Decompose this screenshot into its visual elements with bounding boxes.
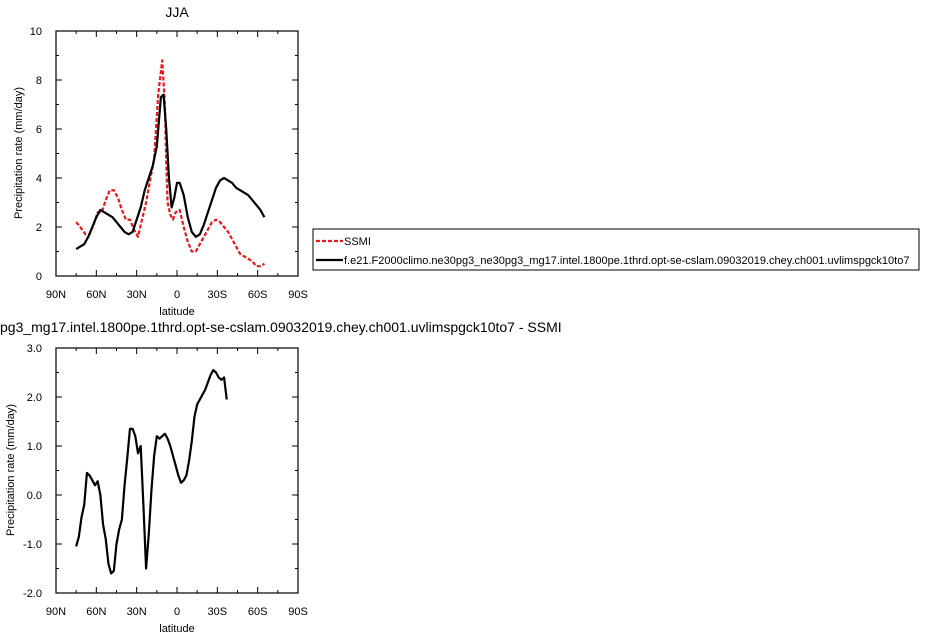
bottom-x-tick-label: 90S: [288, 606, 308, 618]
top-x-axis-label: latitude: [159, 306, 194, 318]
bottom-series-line-difference: [75, 368, 228, 575]
top-series-line-ssmi: [75, 59, 265, 268]
top-x-tick-label: 0: [174, 289, 180, 301]
top-y-tick-label: 10: [30, 26, 42, 38]
legend: SSMI f.e21.F2000climo.ne30pg3_ne30pg3_mg…: [312, 228, 920, 271]
bottom-x-axis-label: latitude: [159, 623, 194, 635]
bottom-y-tick-label: 2.0: [27, 392, 42, 404]
top-chart-title: JJA: [165, 4, 189, 20]
top-series-line-model: [75, 93, 266, 250]
bottom-y-axis-label: Precipitation rate (mm/day): [5, 404, 17, 536]
bottom-y-tick-label: 3.0: [27, 343, 42, 355]
bottom-y-tick-label: -1.0: [23, 539, 42, 551]
top-plot-frame: [55, 30, 299, 277]
bottom-x-tick-label: 60N: [86, 606, 106, 618]
top-y-tick-label: 6: [36, 124, 42, 136]
bottom-x-tick-label: 60S: [248, 606, 268, 618]
top-x-tick-label: 90N: [46, 289, 66, 301]
top-x-tick-label: 90S: [288, 289, 308, 301]
top-x-ticks: 90N 60N 30N 0 30S 60S 90S: [46, 31, 308, 301]
legend-model-label: f.e21.F2000climo.ne30pg3_ne30pg3_mg17.in…: [344, 255, 909, 267]
bottom-y-tick-label: 1.0: [27, 441, 42, 453]
top-x-tick-label: 60S: [248, 289, 268, 301]
bottom-x-tick-label: 90N: [46, 606, 66, 618]
top-x-tick-label: 30S: [208, 289, 228, 301]
bottom-panel: pg3_mg17.intel.1800pe.1thrd.opt-se-cslam…: [0, 319, 562, 635]
bottom-x-tick-label: 30N: [127, 606, 147, 618]
top-y-axis-label: Precipitation rate (mm/day): [13, 87, 25, 219]
bottom-y-ticks: -2.0 -1.0 0.0 1.0 2.0 3.0: [23, 343, 298, 600]
bottom-y-tick-label: -2.0: [23, 588, 42, 600]
bottom-x-tick-label: 0: [174, 606, 180, 618]
top-y-ticks: 0 2 4 6 8 10: [30, 26, 298, 283]
legend-box: [312, 228, 920, 271]
top-y-tick-label: 8: [36, 75, 42, 87]
top-panel: JJA 0 2 4 6 8 10 90N 60N 30N 0 30S 60S 90S latitude…: [13, 4, 308, 318]
top-y-tick-label: 0: [36, 271, 42, 283]
bottom-x-ticks: 90N 60N 30N 0 30S 60S 90S: [46, 348, 308, 618]
top-y-tick-label: 4: [36, 173, 42, 185]
top-x-tick-label: 30N: [127, 289, 147, 301]
top-x-tick-label: 60N: [86, 289, 106, 301]
top-series-lines: [75, 59, 266, 268]
bottom-x-tick-label: 30S: [208, 606, 228, 618]
top-y-tick-label: 2: [36, 222, 42, 234]
bottom-chart-title: pg3_mg17.intel.1800pe.1thrd.opt-se-cslam…: [0, 319, 562, 335]
bottom-y-tick-label: 0.0: [27, 490, 42, 502]
legend-ssmi-label: SSMI: [344, 236, 371, 248]
bottom-series-lines: [75, 368, 228, 575]
